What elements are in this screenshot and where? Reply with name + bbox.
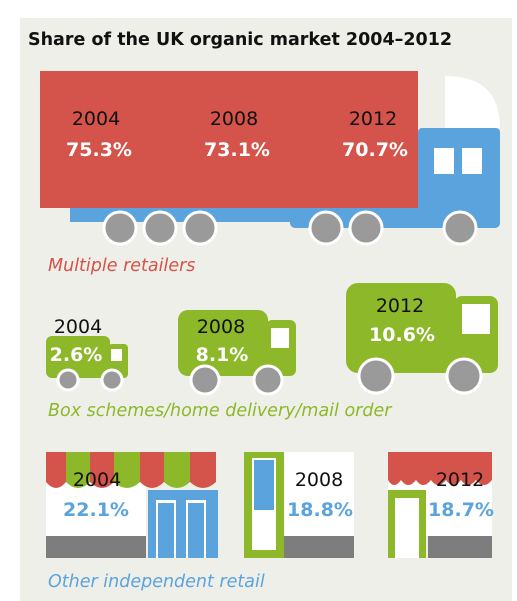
shop-door	[395, 498, 419, 558]
wheel	[252, 364, 284, 396]
van-body	[178, 310, 268, 376]
value-label: 73.1%	[204, 139, 270, 161]
chart-title: Share of the UK organic market 2004–2012	[28, 30, 453, 50]
lorry-wheels	[102, 210, 478, 246]
value-label: 2.6%	[49, 344, 103, 366]
year-label: 2012	[375, 295, 425, 317]
category-label: Multiple retailers	[48, 256, 196, 276]
value-label: 10.6%	[369, 324, 435, 346]
wheel	[348, 210, 384, 246]
wheel	[445, 357, 483, 395]
van-body	[46, 336, 110, 378]
year-label: 2012	[435, 469, 485, 491]
lorry-trailer-rail	[70, 206, 292, 222]
value-label: 18.7%	[428, 499, 494, 521]
wheel	[357, 357, 395, 395]
year-label: 2008	[209, 108, 259, 130]
shop-base	[284, 536, 354, 558]
shop-front	[284, 452, 354, 536]
lorry-trailer	[40, 71, 418, 208]
van-body	[346, 283, 456, 373]
lorry-icon	[40, 71, 500, 246]
van-window	[111, 349, 122, 361]
wheel	[189, 364, 221, 396]
year-label: 2004	[71, 108, 121, 130]
year-label: 2008	[294, 469, 344, 491]
awning	[388, 452, 492, 485]
shop-door-glass	[254, 460, 274, 510]
year-label: 2012	[348, 108, 398, 130]
lorry-cab-window	[462, 148, 482, 174]
year-label: 2004	[72, 469, 122, 491]
value-label: 75.3%	[66, 139, 132, 161]
value-label: 8.1%	[195, 344, 249, 366]
value-label: 18.8%	[287, 499, 353, 521]
wheel	[102, 210, 138, 246]
shopfront-icon	[46, 452, 492, 558]
van-window	[271, 328, 289, 348]
wheel	[308, 210, 344, 246]
van-wheels	[56, 357, 483, 396]
category-label: Other independent retail	[48, 572, 265, 592]
wheel	[442, 210, 478, 246]
wheel	[142, 210, 178, 246]
delivery-van-icon	[46, 283, 498, 378]
shop-base	[428, 536, 492, 558]
shop-door-panel	[158, 503, 174, 558]
van-window	[462, 304, 490, 334]
wheel	[182, 210, 218, 246]
value-label: 70.7%	[342, 139, 408, 161]
category-label: Box schemes/home delivery/mail order	[48, 401, 392, 421]
wheel	[100, 368, 124, 392]
shop-door-panel	[188, 503, 204, 558]
lorry-cab-window	[434, 148, 454, 174]
shop-base	[46, 536, 146, 558]
value-label: 22.1%	[63, 499, 129, 521]
awning	[46, 452, 216, 488]
wheel	[56, 368, 80, 392]
year-label: 2008	[196, 316, 246, 338]
year-label: 2004	[53, 316, 103, 338]
